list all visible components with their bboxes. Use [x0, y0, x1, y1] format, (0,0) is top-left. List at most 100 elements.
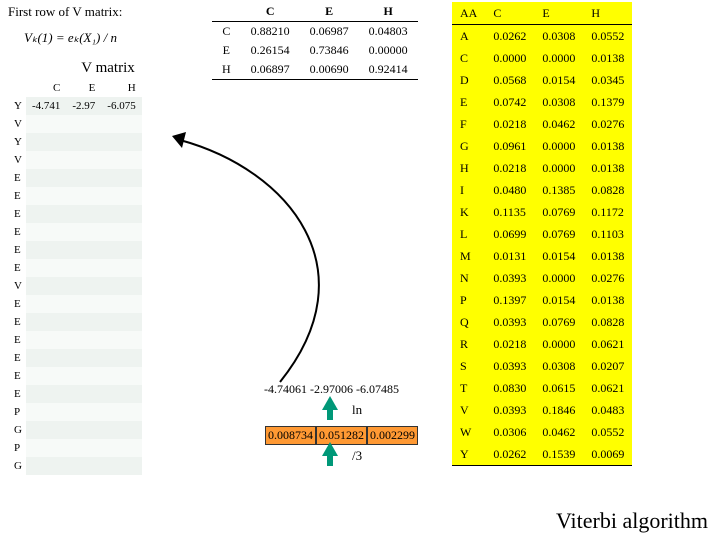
vmat-rowh: E: [8, 367, 26, 385]
aa-cell: G: [452, 135, 485, 157]
aa-col: E: [534, 2, 583, 25]
ceh-col: H: [359, 2, 418, 22]
aa-cell: 0.1103: [583, 223, 632, 245]
vmat-rowh: E: [8, 259, 26, 277]
vmat-cell: [66, 223, 101, 241]
aa-cell: 0.0138: [583, 135, 632, 157]
vmat-cell: [66, 241, 101, 259]
vmat-cell: [66, 421, 101, 439]
aa-cell: 0.0000: [534, 47, 583, 69]
vmat-cell: [101, 241, 141, 259]
vmat-cell: [26, 439, 66, 457]
aa-cell: 0.0393: [485, 267, 534, 289]
aa-cell: D: [452, 69, 485, 91]
aa-cell: 0.0462: [534, 113, 583, 135]
aa-cell: Q: [452, 311, 485, 333]
aa-cell: A: [452, 25, 485, 48]
aa-cell: 0.0699: [485, 223, 534, 245]
aa-cell: 0.1397: [485, 289, 534, 311]
aa-cell: 0.0393: [485, 311, 534, 333]
vmat-cell: [101, 115, 141, 133]
aa-cell: 0.0828: [583, 311, 632, 333]
vmat-cell: [66, 187, 101, 205]
log-values: -4.74061 -2.97006 -6.07485: [264, 382, 399, 397]
vmat-cell: [101, 205, 141, 223]
aa-cell: 0.0276: [583, 113, 632, 135]
aa-cell: V: [452, 399, 485, 421]
vmat-cell: [26, 259, 66, 277]
aa-cell: 0.0552: [583, 25, 632, 48]
ceh-cell: 0.06897: [241, 60, 300, 80]
vmat-cell: [66, 151, 101, 169]
vmat-rowh: E: [8, 241, 26, 259]
aa-cell: F: [452, 113, 485, 135]
ceh-rowh: C: [212, 22, 241, 42]
vmat-cell: [26, 241, 66, 259]
vmat-rowh: E: [8, 313, 26, 331]
vmat-col: E: [66, 79, 101, 97]
vmat-cell: [26, 349, 66, 367]
vmat-cell: [66, 385, 101, 403]
arrow-up-2: [322, 442, 338, 466]
aa-cell: 0.0830: [485, 377, 534, 399]
aa-cell: 0.0308: [534, 355, 583, 377]
aa-cell: 0.0262: [485, 25, 534, 48]
vmat-cell: -4.741: [26, 97, 66, 115]
aa-cell: 0.0000: [534, 333, 583, 355]
aa-cell: I: [452, 179, 485, 201]
aa-cell: 0.0000: [534, 157, 583, 179]
aa-cell: 0.0138: [583, 289, 632, 311]
vmat-cell: [66, 259, 101, 277]
aa-cell: 0.0308: [534, 25, 583, 48]
vmat-cell: [26, 385, 66, 403]
vmat-rowh: G: [8, 421, 26, 439]
vmat-cell: [66, 169, 101, 187]
vmat-cell: [66, 115, 101, 133]
vmat-rowh: E: [8, 187, 26, 205]
aa-cell: 0.0552: [583, 421, 632, 443]
aa-cell: 0.0769: [534, 311, 583, 333]
aa-cell: N: [452, 267, 485, 289]
vmat-cell: [26, 331, 66, 349]
vmat-cell: [101, 349, 141, 367]
vmat-rowh: E: [8, 349, 26, 367]
aa-cell: 0.0345: [583, 69, 632, 91]
vmat-rowh: E: [8, 385, 26, 403]
vmat-cell: [101, 277, 141, 295]
vmat-cell: [26, 115, 66, 133]
aa-cell: 0.0742: [485, 91, 534, 113]
vmat-cell: [26, 277, 66, 295]
aa-cell: 0.0462: [534, 421, 583, 443]
aa-cell: 0.0568: [485, 69, 534, 91]
ceh-rowh: H: [212, 60, 241, 80]
aa-cell: 0.0308: [534, 91, 583, 113]
div3-label: /3: [352, 448, 362, 464]
aa-cell: 0.0218: [485, 157, 534, 179]
aa-cell: 0.0207: [583, 355, 632, 377]
aa-cell: 0.0483: [583, 399, 632, 421]
vmat-rowh: V: [8, 151, 26, 169]
vmat-cell: [66, 367, 101, 385]
vmat-rowh: P: [8, 403, 26, 421]
ceh-cell: 0.92414: [359, 60, 418, 80]
vmatrix-title: V matrix: [8, 60, 208, 77]
vmat-cell: -2.97: [66, 97, 101, 115]
aa-cell: 0.0262: [485, 443, 534, 466]
vmat-cell: [101, 403, 141, 421]
vmat-cell: [26, 403, 66, 421]
aa-col: H: [583, 2, 632, 25]
vmat-cell: [101, 223, 141, 241]
vmat-cell: [101, 169, 141, 187]
vmat-rowh: E: [8, 331, 26, 349]
aa-cell: E: [452, 91, 485, 113]
ceh-rowh: E: [212, 41, 241, 60]
vmat-cell: [26, 169, 66, 187]
v-matrix-table: CEH Y-4.741-2.97-6.075VYVEEEEEEVEEEEEEPG…: [8, 79, 142, 475]
vmat-cell: [26, 205, 66, 223]
vmat-cell: [66, 313, 101, 331]
aa-cell: 0.1379: [583, 91, 632, 113]
ln-label: ln: [352, 402, 362, 418]
ceh-cell: 0.00000: [359, 41, 418, 60]
aa-col: AA: [452, 2, 485, 25]
aa-cell: 0.1846: [534, 399, 583, 421]
